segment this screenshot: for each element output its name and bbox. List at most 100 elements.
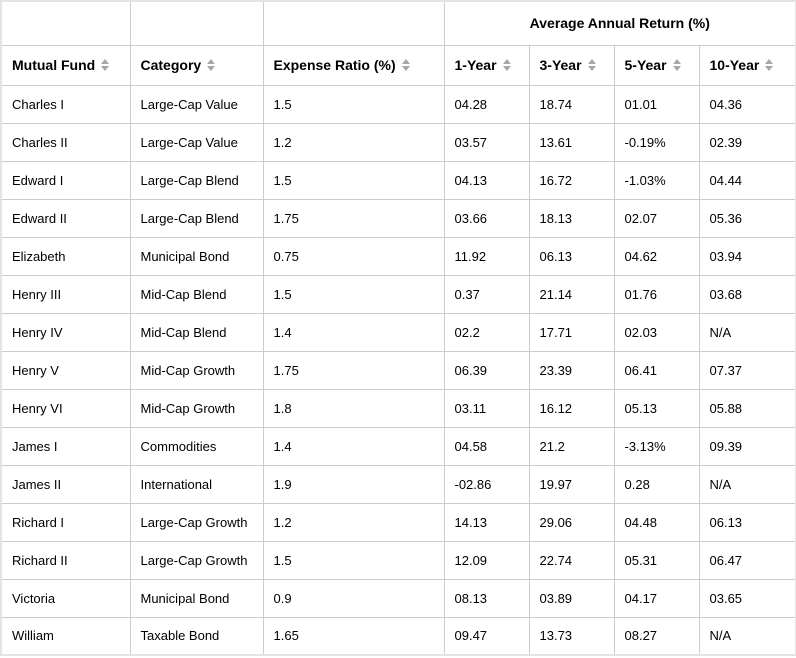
column-header-expense-ratio[interactable]: Expense Ratio (%) [262,44,445,86]
column-header-10-year[interactable]: 10-Year [698,44,796,86]
cell-category: International [129,464,264,504]
sort-up-arrow [502,59,511,64]
cell-mutual-fund: James I [0,426,131,466]
column-header-inner: Mutual Fund [12,57,110,73]
cell-expense-ratio: 1.65 [262,616,445,656]
table-row: James II International 1.9 -02.86 19.97 0.28 N… [0,464,796,504]
cell-5-year: 01.01 [613,84,700,124]
sort-up-arrow [207,59,216,64]
cell-mutual-fund: James II [0,464,131,504]
cell-1-year: 12.09 [443,540,530,580]
cell-10-year: 03.94 [698,236,796,276]
sort-icon[interactable] [101,59,110,71]
cell-5-year: 05.13 [613,388,700,428]
cell-category: Municipal Bond [129,578,264,618]
cell-1-year: 06.39 [443,350,530,390]
cell-1-year: 04.58 [443,426,530,466]
sort-icon[interactable] [502,59,511,71]
cell-1-year: 04.13 [443,160,530,200]
column-header-inner: 5-Year [625,57,681,73]
cell-mutual-fund: Charles I [0,84,131,124]
cell-3-year: 19.97 [528,464,615,504]
cell-category: Commodities [129,426,264,466]
cell-expense-ratio: 1.4 [262,312,445,352]
cell-mutual-fund: Henry V [0,350,131,390]
cell-expense-ratio: 1.5 [262,274,445,314]
column-header-inner: 1-Year [455,57,511,73]
sort-down-arrow [207,66,216,71]
cell-3-year: 13.61 [528,122,615,162]
cell-3-year: 22.74 [528,540,615,580]
cell-5-year: 04.17 [613,578,700,618]
cell-1-year: -02.86 [443,464,530,504]
sort-down-arrow [502,66,511,71]
cell-10-year: N/A [698,464,796,504]
table-row: William Taxable Bond 1.65 09.47 13.73 08.27 N/… [0,616,796,656]
sort-icon[interactable] [587,59,596,71]
cell-5-year: 05.31 [613,540,700,580]
cell-10-year: 06.13 [698,502,796,542]
blank-header-cell [262,0,445,46]
column-header-label: 3-Year [539,57,582,73]
cell-category: Municipal Bond [129,236,264,276]
cell-10-year: 04.44 [698,160,796,200]
sort-icon[interactable] [207,59,216,71]
cell-category: Large-Cap Blend [129,198,264,238]
cell-10-year: 02.39 [698,122,796,162]
cell-1-year: 14.13 [443,502,530,542]
column-header-label: 5-Year [624,57,667,73]
cell-category: Large-Cap Blend [129,160,264,200]
cell-expense-ratio: 1.75 [262,198,445,238]
cell-10-year: 05.36 [698,198,796,238]
cell-expense-ratio: 1.9 [262,464,445,504]
cell-expense-ratio: 0.9 [262,578,445,618]
cell-3-year: 17.71 [528,312,615,352]
cell-10-year: 03.65 [698,578,796,618]
cell-mutual-fund: Henry IV [0,312,131,352]
sort-down-arrow [587,66,596,71]
cell-expense-ratio: 1.5 [262,84,445,124]
column-header-mutual-fund[interactable]: Mutual Fund [0,44,131,86]
cell-1-year: 09.47 [443,616,530,656]
sort-icon[interactable] [401,59,410,71]
table-row: James I Commodities 1.4 04.58 21.2 -3.13% 09.3… [0,426,796,466]
blank-header-cell [129,0,264,46]
cell-mutual-fund: Richard II [0,540,131,580]
cell-3-year: 13.73 [528,616,615,656]
column-header-inner: Expense Ratio (%) [274,57,410,73]
cell-category: Mid-Cap Blend [129,274,264,314]
sort-up-arrow [101,59,110,64]
column-header-5-year[interactable]: 5-Year [613,44,700,86]
sort-icon[interactable] [765,59,774,71]
table-row: Richard I Large-Cap Growth 1.2 14.13 29.06 04… [0,502,796,542]
cell-5-year: 04.62 [613,236,700,276]
cell-1-year: 08.13 [443,578,530,618]
cell-3-year: 18.74 [528,84,615,124]
column-header-inner: 10-Year [710,57,774,73]
sort-up-arrow [587,59,596,64]
column-header-label: 10-Year [709,57,760,73]
cell-10-year: 09.39 [698,426,796,466]
cell-expense-ratio: 1.75 [262,350,445,390]
sort-down-arrow [672,66,681,71]
column-header-category[interactable]: Category [129,44,264,86]
cell-10-year: 06.47 [698,540,796,580]
column-header-1-year[interactable]: 1-Year [443,44,530,86]
table-row: Henry III Mid-Cap Blend 1.5 0.37 21.14 01.76 0… [0,274,796,314]
cell-5-year: 06.41 [613,350,700,390]
cell-category: Mid-Cap Blend [129,312,264,352]
column-header-inner: Category [141,57,216,73]
cell-5-year: -1.03% [613,160,700,200]
cell-5-year: 08.27 [613,616,700,656]
table-row: Henry V Mid-Cap Growth 1.75 06.39 23.39 06.41… [0,350,796,390]
cell-1-year: 0.37 [443,274,530,314]
cell-1-year: 03.66 [443,198,530,238]
sort-icon[interactable] [672,59,681,71]
cell-expense-ratio: 1.2 [262,502,445,542]
cell-1-year: 02.2 [443,312,530,352]
cell-3-year: 16.12 [528,388,615,428]
cell-category: Large-Cap Growth [129,502,264,542]
cell-3-year: 23.39 [528,350,615,390]
column-header-3-year[interactable]: 3-Year [528,44,615,86]
cell-mutual-fund: Richard I [0,502,131,542]
